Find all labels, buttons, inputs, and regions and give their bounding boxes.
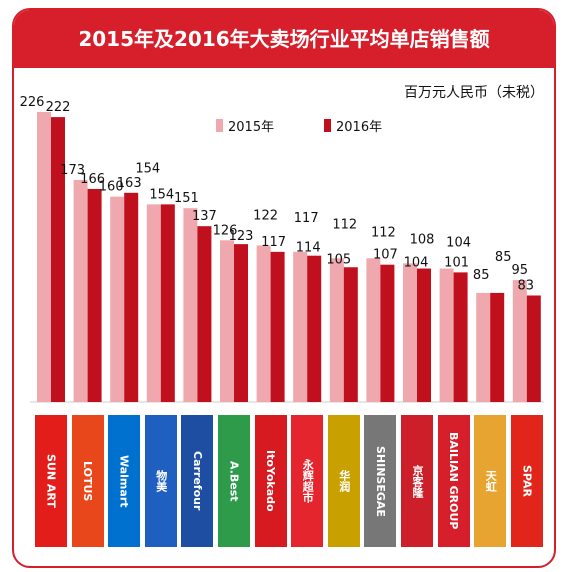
data-label-2015-3: 160 [99,180,124,195]
bar-2015-8 [293,251,308,402]
data-label-2016-6: 123 [229,229,254,244]
jingkelong-logo: 京客隆 [401,415,433,547]
sun-art-logo: SUN ART [35,415,67,547]
data-label-2015-8: 117 [294,211,319,226]
bar-2016-4 [160,204,175,402]
data-label-2015-10: 112 [371,225,396,240]
data-label-2015-14: 95 [512,263,529,278]
brand-name-6: A.Best [227,460,241,502]
data-label-2016-5: 137 [192,209,217,224]
legend-swatch-1 [216,119,223,132]
bar-2016-5 [197,226,212,402]
brand-name-12: BAILIAN GROUP [447,432,461,530]
legend-label-1: 2015年 [228,120,274,135]
data-label-2015-9: 112 [332,217,357,232]
data-label-2015-11: 108 [410,232,435,247]
brand-name-7: ItoYokado [264,450,278,512]
brand-name-14: SPAR [520,465,534,497]
data-label-2016-4: 154 [149,187,174,202]
bar-2015-9 [329,258,344,402]
brand-name-10: SHINSEGAE [373,445,387,517]
data-label-2016-12: 101 [444,255,469,270]
data-label-2015-2: 173 [60,163,85,178]
legend-swatch-2 [324,119,331,132]
bar-2015-6 [220,240,234,402]
bar-2016-3 [124,192,139,402]
brand-name-5: Carrefour [190,451,204,511]
bar-2016-12 [453,272,468,402]
abest-logo: A.Best [218,415,250,547]
bar-2015-13 [476,292,491,402]
data-label-2016-10: 107 [373,248,398,263]
bar-2015-5 [183,208,198,402]
data-label-2015-12: 104 [446,236,471,251]
tianhong-logo: 天虹 [474,415,507,547]
huarun-logo: 华润 [327,415,360,547]
bar-2016-8 [307,255,322,402]
bar-2015-12 [439,268,454,402]
chart-frame: 2015年及2016年大卖场行业平均单店销售额 百万元人民币（未税） 2015年… [12,8,556,568]
bar-2015-10 [366,258,381,402]
bar-2016-2 [87,188,102,402]
walmart-spark-icon: Walmart [108,415,141,547]
brand-name-13: 天虹 [484,470,498,492]
bar-2016-14 [526,295,541,402]
bar-2015-14 [512,280,527,402]
bailian-logo: BAILIAN GROUP [437,415,470,547]
data-label-2016-7: 117 [261,235,286,250]
data-label-2016-8: 114 [296,241,321,256]
yonghui-logo: 永辉超市 [291,415,324,547]
data-label-2015-7: 122 [253,208,278,223]
bar-2015-1 [37,111,51,402]
data-label-2015-4: 154 [135,161,160,176]
data-label-2015-13: 85 [473,268,490,283]
bar-2016-1 [51,117,65,402]
bar-2016-9 [343,267,358,402]
bar-2016-7 [270,251,285,402]
bar-2015-7 [256,245,271,402]
data-label-2016-3: 163 [117,176,142,191]
bar-2015-11 [403,263,417,402]
ito-yokado-logo: ItoYokado [254,415,287,547]
data-label-2016-13: 85 [495,250,512,265]
bar-2015-2 [73,179,88,402]
shinsegae-logo: SHINSEGAE [364,415,397,547]
spar-logo: SPAR [510,415,543,547]
unit-label: 百万元人民币（未税） [404,85,544,101]
data-label-2015-1: 226 [20,95,45,110]
brand-name-2: LOTUS [81,460,95,502]
brand-name-3: Walmart [117,454,131,508]
brand-name-1: SUN ART [44,454,58,508]
bar-2015-3 [110,196,125,402]
brand-name-8: 永辉超市 [301,459,315,503]
legend-label-2: 2016年 [336,120,382,135]
bar-2016-11 [417,268,431,402]
data-label-2015-6: 126 [213,223,238,238]
brand-name-9: 华润 [337,470,351,492]
data-label-2015-5: 151 [174,191,199,206]
bar-2016-6 [234,244,248,402]
wumart-logo: 物美 [144,415,177,547]
bar-2015-4 [146,204,161,402]
data-label-2016-11: 104 [404,256,429,271]
data-label-2016-14: 83 [518,278,535,293]
bar-2016-10 [380,264,395,402]
data-label-2016-2: 166 [80,172,105,187]
data-label-2016-9: 105 [326,252,351,267]
bar-2016-13 [490,292,505,402]
brand-name-4: 物美 [154,470,168,492]
chart-title: 2015年及2016年大卖场行业平均单店销售额 [14,10,554,68]
carrefour-logo: Carrefour [181,415,214,547]
data-label-2016-1: 222 [46,100,71,115]
lotus-logo: LOTUS [71,415,104,547]
brand-name-11: 京客隆 [411,464,424,498]
